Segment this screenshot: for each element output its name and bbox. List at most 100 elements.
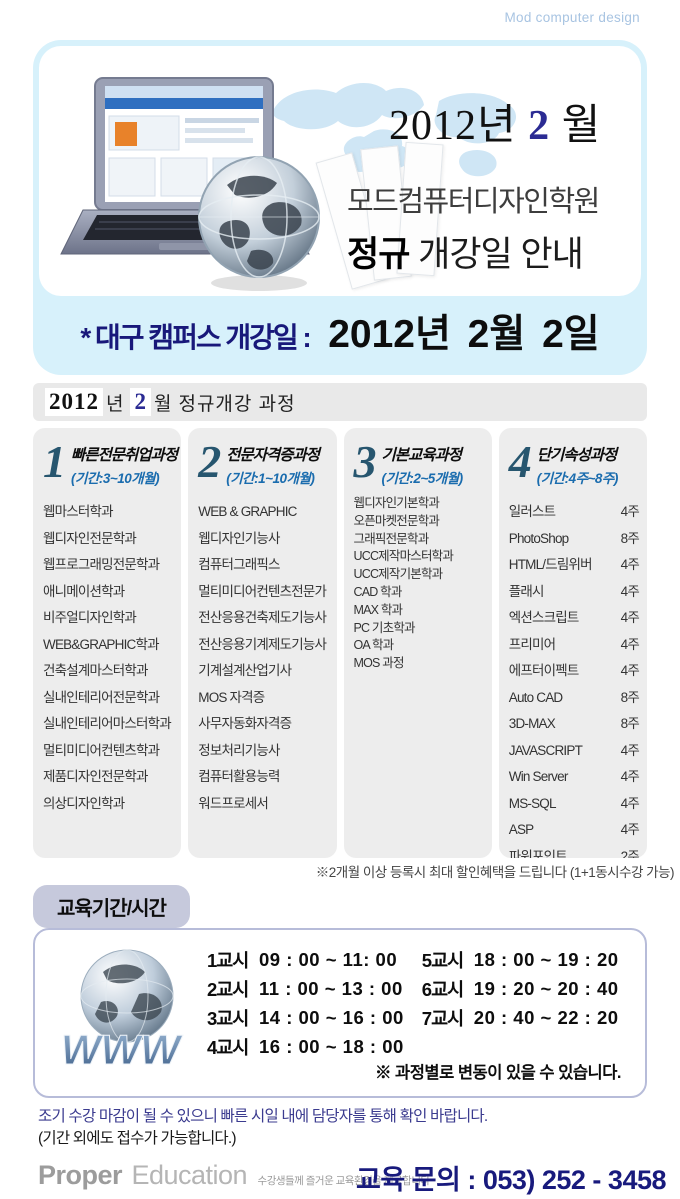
footnote-early-close: 조기 수강 마감이 될 수 있으니 빠른 시일 내에 담당자를 통해 확인 바랍… [38, 1108, 488, 1125]
course-item: 정보처리기능사 [198, 742, 280, 758]
course-item-list: 웹디자인기본학과 오픈마켓전문학과 그래픽전문학과 [354, 495, 484, 673]
course-item: 웹프로그래밍전문학과 [43, 557, 160, 572]
course-item: 그래픽전문학과 [353, 531, 430, 546]
course-item: 웹디자인전문학과 [43, 530, 137, 546]
column-duration: (기간:3~10개월) [71, 471, 160, 486]
period-label: 5교시 [421, 949, 464, 971]
footnote-registration: (기간 외에도 접수가 가능합니다.) [38, 1130, 237, 1147]
schedule-note: ※ 과정별로 변동이 있을 수 있습니다. [374, 1064, 622, 1082]
course-item: UCC제작마스터학과 [353, 549, 454, 564]
course-item: 제품디자인전문학과 [43, 769, 148, 784]
course-item: 플래시 4주 [508, 583, 640, 599]
schedule-period: 1교시 09 : 00 ~ 11: 00 [207, 945, 404, 974]
course-item: OA 학과 [353, 638, 395, 653]
schedule-period: 4교시 16 : 00 ~ 18 : 00 [207, 1032, 404, 1061]
course-item: 애니메이션학과 [43, 583, 125, 599]
course-item: 건축설계마스터학과 [43, 663, 148, 678]
course-item: 전산응용건축제도기능사 [198, 610, 327, 625]
course-item: 컴퓨터그래픽스 [198, 557, 280, 572]
course-item: 오픈마켓전문학과 [353, 513, 440, 528]
course-item: MS-SQL 4주 [508, 795, 640, 811]
column-duration: (기간:2~5개월) [381, 471, 464, 486]
hero-title: 정규 개강일 안내 [347, 235, 584, 274]
course-item: MOS 과정 [353, 656, 405, 671]
period-label: 2교시 [207, 978, 249, 1000]
course-item: 웹마스터학과 [43, 504, 114, 519]
world-map-graphic [272, 82, 517, 179]
course-item: MAX 학과 [353, 602, 404, 617]
course-item: PhotoShop 8주 [508, 530, 640, 546]
column-duration: (기간:4주~8주) [536, 471, 619, 486]
schedule-period: 3교시 14 : 00 ~ 16 : 00 [207, 1003, 404, 1032]
course-item: 멀티미디어컨텐츠전문가 [198, 583, 327, 599]
schedule-heading: 교육기간/시간 [33, 885, 190, 928]
period-label: 7교시 [421, 1007, 464, 1029]
course-columns: 1 빠른전문취업과정 (기간:3~10개월) 웹마스터학과 [33, 428, 647, 858]
period-time: 11 : 00 ~ 13 : 00 [259, 977, 403, 999]
course-item: 컴퓨터활용능력 [198, 769, 280, 784]
schedule-period: 2교시 11 : 00 ~ 13 : 00 [207, 974, 404, 1003]
column-title: 전문자격증과정 [226, 447, 320, 464]
period-label: 6교시 [421, 978, 464, 1000]
period-time: 09 : 00 ~ 11: 00 [259, 948, 398, 970]
course-item: 엑션스크립트 4주 [508, 610, 640, 625]
hero-text-block: 2012년 2 월 모드컴퓨터디자인학원 정규 개강일 안내 [347, 91, 641, 277]
course-item: 프리미어 4주 [508, 636, 640, 652]
course-item: 실내인테리어전문학과 [43, 689, 160, 705]
period-time: 18 : 00 ~ 19 : 20 [473, 948, 619, 970]
column-title: 기본교육과정 [381, 447, 463, 464]
course-column: 4 단기속성과정 (기간:4주~8주) 일러스트 4주 [498, 428, 647, 859]
course-item: HTML/드림위버 4주 [508, 557, 640, 572]
period-time: 19 : 20 ~ 20 : 40 [473, 977, 619, 999]
course-item-list: 일러스트 4주 PhotoShop 8주 HTML/드림위버 4주 [508, 499, 640, 859]
course-column-header: 4 단기속성과정 (기간:4주~8주) [508, 436, 639, 487]
course-item: 비주얼디자인학과 [43, 610, 137, 625]
course-column: 1 빠른전문취업과정 (기간:3~10개월) 웹마스터학과 [33, 428, 182, 858]
course-item: WEB & GRAPHIC [198, 504, 297, 519]
course-item: 에프터이펙트 4주 [508, 663, 640, 678]
course-item: 실내인테리어마스터학과 [43, 716, 172, 731]
globe-icon [198, 156, 320, 291]
column-number: 3 [353, 436, 377, 487]
period-time: 20 : 40 ~ 22 : 20 [473, 1006, 619, 1028]
course-item: PC 기초학과 [353, 620, 416, 635]
contact-phone: 교육 문의 : 053) 252 - 3458 [355, 1165, 667, 1195]
course-item: WEB&GRAPHIC학과 [43, 636, 160, 652]
course-item: 일러스트 4주 [508, 504, 640, 519]
period-time: 14 : 00 ~ 16 : 00 [259, 1006, 404, 1028]
discount-notice: ※2개월 이상 등록시 최대 할인혜택을 드립니다 (1+1동시수강 가능) [315, 865, 675, 880]
logo-tagline: 수강생들께 즐거운 교육환경을 제공합니다 [257, 1175, 431, 1187]
svg-text:WWW: WWW [61, 1026, 183, 1073]
course-item: 사무자동화자격증 [198, 716, 292, 731]
course-item: ASP 4주 [508, 822, 640, 837]
brand-text: Mod computer design [504, 10, 640, 25]
course-column: 3 기본교육과정 (기간:2~5개월) 웹디자인기본학과 [343, 428, 492, 858]
course-column-header: 1 빠른전문취업과정 (기간:3~10개월) [43, 439, 178, 487]
course-item-list: WEB & GRAPHIC 웹디자인기능사 컴퓨터그래픽스 [198, 499, 328, 817]
column-number: 2 [198, 436, 222, 487]
period-label: 1교시 [207, 949, 249, 971]
schedule-period: 6교시 19 : 20 ~ 20 : 40 [422, 974, 619, 1003]
course-item: 파워포인트 2주 [508, 848, 640, 859]
schedule-grid: 1교시 09 : 00 ~ 11: 00 2교시 11 : 00 ~ 13 : … [207, 945, 619, 1061]
hero-banner: 2012년 2 월 모드컴퓨터디자인학원 정규 개강일 안내 * 대구 캠퍼스 … [33, 40, 647, 375]
course-item: Win Server 4주 [508, 769, 640, 784]
academy-name: 모드컴퓨터디자인학원 [347, 186, 600, 218]
course-item: 워드프로세서 [198, 795, 269, 811]
hero-banner-inner: 2012년 2 월 모드컴퓨터디자인학원 정규 개강일 안내 [39, 46, 641, 296]
column-number: 4 [508, 436, 532, 487]
course-item-list: 웹마스터학과 웹디자인전문학과 웹프로그래밍전문학과 [43, 499, 173, 817]
course-column-header: 2 전문자격증과정 (기간:1~10개월) [198, 436, 328, 487]
www-globe-icon: WWW [61, 949, 184, 1074]
course-item: 기계설계산업기사 [198, 663, 292, 678]
period-label: 4교시 [207, 1036, 249, 1058]
course-item: 의상디자인학과 [43, 795, 125, 811]
course-item: CAD 학과 [353, 584, 403, 599]
hero-date: 2012년 2 월 [389, 103, 602, 149]
course-item: MOS 자격증 [198, 689, 265, 705]
schedule-period: 7교시 20 : 40 ~ 22 : 20 [422, 1003, 619, 1032]
column-title: 단기속성과정 [536, 447, 618, 464]
course-item: 3D-MAX 8주 [508, 716, 640, 731]
schedule-box: WWW 1교시 09 : 00 ~ 11: 00 2교시 11 : 00 ~ 1… [33, 928, 647, 1098]
